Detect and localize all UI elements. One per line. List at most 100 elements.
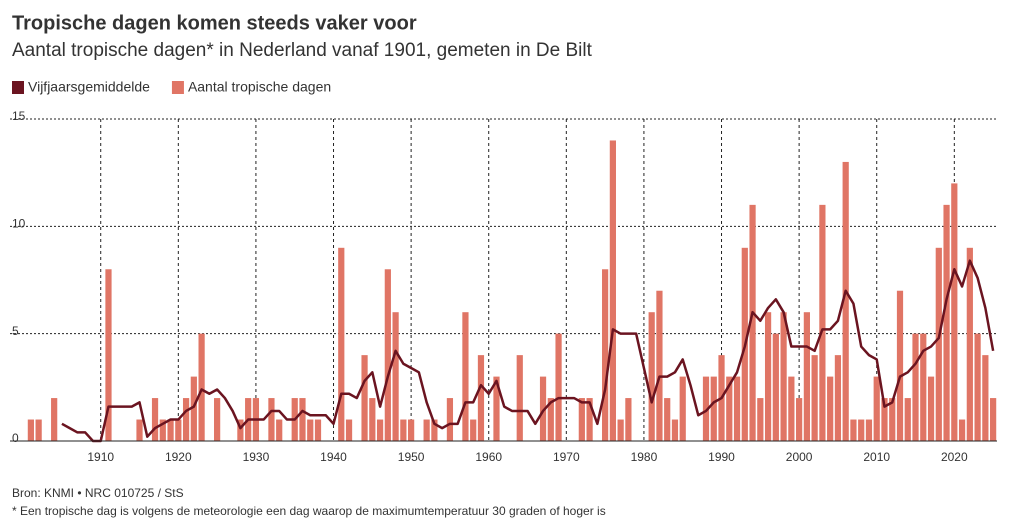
bar xyxy=(105,269,112,441)
x-tick-label: 1950 xyxy=(398,450,425,464)
y-tick-label: 10 xyxy=(12,217,26,231)
bar xyxy=(299,398,306,441)
chart-title: Tropische dagen komen steeds vaker voor xyxy=(12,12,417,34)
bar xyxy=(656,290,663,441)
bar xyxy=(314,419,322,441)
x-tick-label: 1980 xyxy=(631,450,658,464)
bar xyxy=(881,398,888,441)
bar xyxy=(710,376,717,441)
bar xyxy=(982,355,989,441)
bar xyxy=(850,419,857,441)
bar xyxy=(865,419,873,441)
bar xyxy=(796,398,803,441)
bar xyxy=(198,333,205,441)
legend-label: Vijfjaarsgemiddelde xyxy=(28,79,150,95)
bar xyxy=(819,204,826,441)
y-tick-label: 15 xyxy=(12,109,26,123)
bar xyxy=(136,419,143,441)
y-tick-label: 0 xyxy=(12,431,19,445)
bar xyxy=(276,419,283,441)
bar xyxy=(431,419,438,441)
bar xyxy=(345,419,353,441)
bar xyxy=(889,398,896,441)
bar xyxy=(462,312,469,441)
bar xyxy=(35,419,42,441)
bar xyxy=(237,419,244,441)
bar xyxy=(904,398,911,441)
bar xyxy=(834,355,842,441)
bar xyxy=(726,376,733,441)
bar xyxy=(772,333,779,441)
bar xyxy=(268,398,275,441)
x-tick-label: 1920 xyxy=(165,450,192,464)
bar xyxy=(664,398,671,441)
bar xyxy=(764,312,772,441)
source: Bron: KNMI • NRC 010725 / StS xyxy=(12,486,184,500)
bar xyxy=(617,419,624,441)
bar xyxy=(27,419,34,441)
bar xyxy=(842,161,849,441)
bar xyxy=(182,398,190,441)
x-tick-label: 1940 xyxy=(320,450,347,464)
bar xyxy=(625,398,632,441)
legend-swatch xyxy=(171,81,184,94)
bar xyxy=(974,333,981,441)
x-tick-label: 1910 xyxy=(87,450,114,464)
bar xyxy=(539,376,547,441)
bar xyxy=(555,333,562,441)
x-tick-label: 2020 xyxy=(941,450,968,464)
bar xyxy=(190,376,197,441)
bar xyxy=(827,376,834,441)
bar xyxy=(788,376,795,441)
bar xyxy=(578,398,585,441)
bar xyxy=(516,355,523,441)
bar xyxy=(757,398,764,441)
legend-swatch xyxy=(12,81,24,94)
bar xyxy=(423,419,430,441)
bar xyxy=(175,419,182,441)
x-tick-label: 1930 xyxy=(243,450,270,464)
y-tick-label: 5 xyxy=(12,324,19,338)
line xyxy=(61,259,995,443)
bar xyxy=(609,140,616,441)
bar xyxy=(408,419,415,441)
bar xyxy=(384,269,391,441)
bar xyxy=(811,355,818,441)
bar xyxy=(159,419,166,441)
bar xyxy=(477,355,485,441)
bar xyxy=(935,247,942,441)
bar xyxy=(671,419,679,441)
bar xyxy=(679,376,686,441)
bar xyxy=(361,355,368,441)
bar xyxy=(958,419,966,441)
bar xyxy=(400,419,407,441)
bar xyxy=(927,376,935,441)
bar xyxy=(376,419,384,441)
bar xyxy=(446,398,454,441)
chart-subtitle: Aantal tropische dagen* in Nederland van… xyxy=(12,40,593,61)
x-tick-label: 1960 xyxy=(475,450,502,464)
bar xyxy=(920,333,927,441)
bar xyxy=(803,312,810,441)
bar xyxy=(951,183,958,441)
bar xyxy=(167,419,174,441)
bar xyxy=(896,290,904,441)
bar xyxy=(338,247,345,441)
legend-label: Aantal tropische dagen xyxy=(188,79,331,95)
bar xyxy=(749,204,756,441)
bar xyxy=(990,398,997,441)
bar xyxy=(873,376,880,441)
bar xyxy=(602,269,609,441)
bar xyxy=(966,247,973,441)
bar xyxy=(943,204,950,441)
bar xyxy=(733,376,741,441)
bar xyxy=(470,419,477,441)
bar xyxy=(214,398,221,441)
footnote: * Een tropische dag is volgens de meteor… xyxy=(12,504,606,518)
bar xyxy=(493,376,500,441)
bar xyxy=(858,419,865,441)
x-tick-label: 1990 xyxy=(708,450,735,464)
bar xyxy=(648,312,655,441)
bar xyxy=(307,419,314,441)
